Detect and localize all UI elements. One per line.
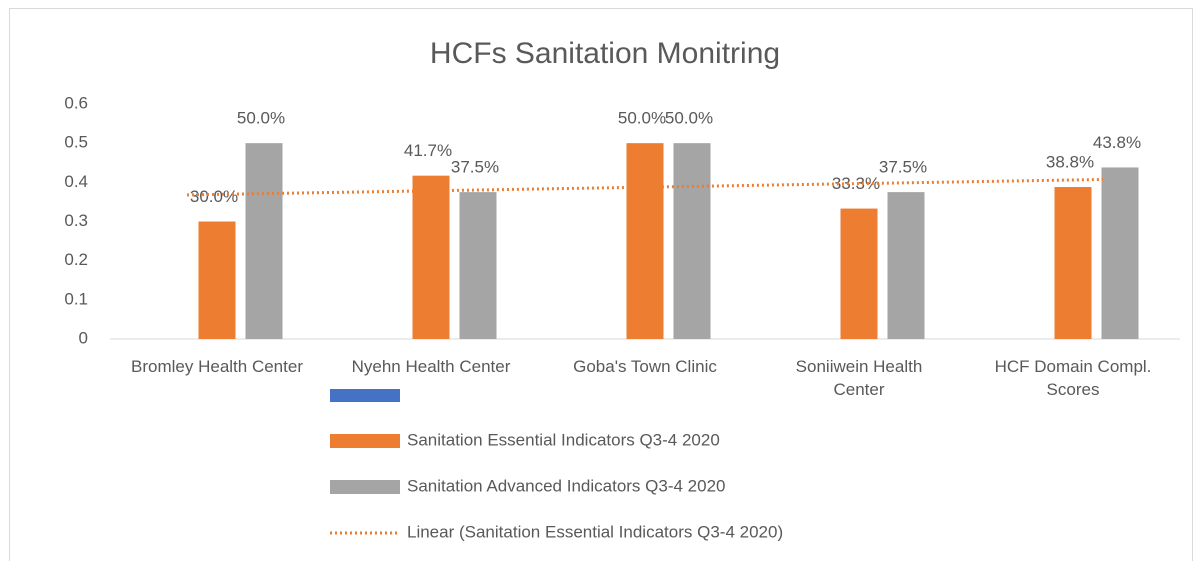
x-tick-label: HCF Domain Compl. Scores <box>994 357 1152 399</box>
y-tick-label: 0.1 <box>64 289 88 308</box>
x-tick-label: Goba's Town Clinic <box>573 357 717 376</box>
x-tick-label: Nyehn Health Center <box>351 357 511 376</box>
y-tick-label: 0.2 <box>64 250 88 269</box>
data-label: 38.8% <box>1046 153 1094 172</box>
y-tick-label: 0.6 <box>64 93 88 112</box>
legend-swatch-unnamed <box>330 389 400 402</box>
data-label: 43.8% <box>1093 133 1141 152</box>
legend-label: Linear (Sanitation Essential Indicators … <box>407 522 783 541</box>
legend-swatch <box>330 480 400 494</box>
bar <box>1101 167 1139 339</box>
x-tick-label: Soniiwein Health Center <box>795 357 923 399</box>
data-label: 33.3% <box>832 174 880 193</box>
bar <box>840 208 878 339</box>
chart-title: HCFs Sanitation Monitring <box>430 37 780 70</box>
y-tick-label: 0.3 <box>64 211 88 230</box>
legend-swatch <box>330 434 400 448</box>
y-tick-label: 0.4 <box>64 172 88 191</box>
legend-label: Sanitation Essential Indicators Q3-4 202… <box>407 430 720 449</box>
data-label: 50.0% <box>237 109 285 128</box>
y-tick-label: 0.5 <box>64 133 88 152</box>
data-label: 37.5% <box>879 158 927 177</box>
data-label: 30.0% <box>190 187 238 206</box>
y-tick-label: 0 <box>79 328 88 347</box>
data-label: 41.7% <box>404 141 452 160</box>
chart-frame <box>9 8 1193 561</box>
bar <box>1054 187 1092 339</box>
data-label: 37.5% <box>451 158 499 177</box>
bar <box>198 221 236 339</box>
bar <box>626 143 664 339</box>
bar <box>887 192 925 339</box>
legend-label: Sanitation Advanced Indicators Q3-4 2020 <box>407 476 726 495</box>
bar <box>459 192 497 339</box>
bar <box>245 143 283 339</box>
x-tick-label: Bromley Health Center <box>131 357 303 376</box>
bar <box>412 175 450 339</box>
data-label: 50.0% <box>665 109 713 128</box>
bar <box>673 143 711 339</box>
data-label: 50.0% <box>618 109 666 128</box>
